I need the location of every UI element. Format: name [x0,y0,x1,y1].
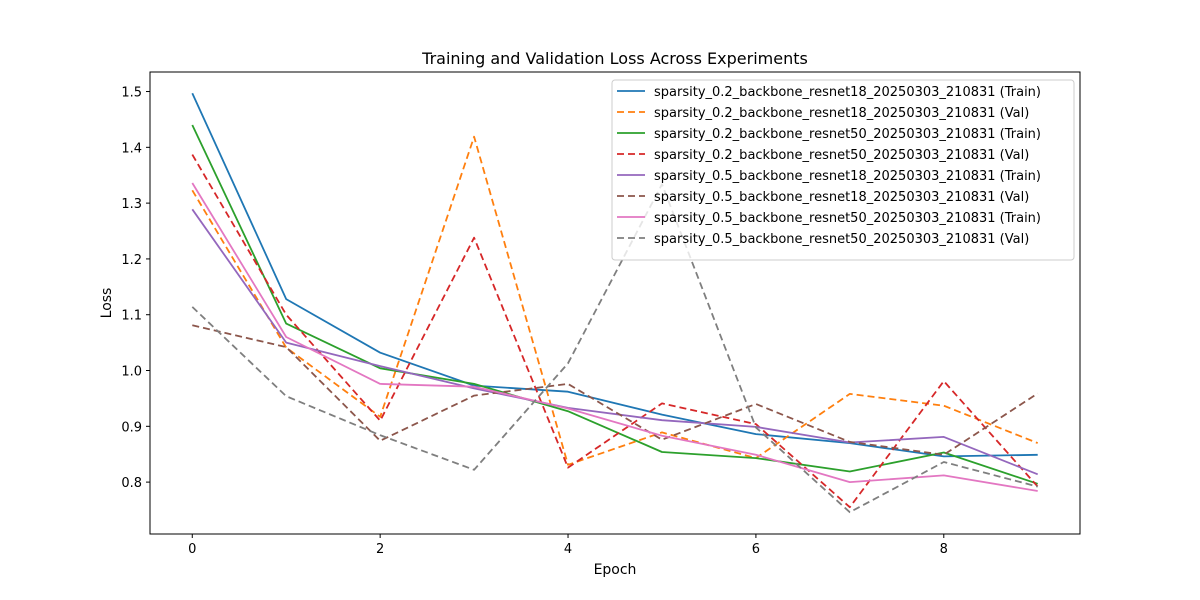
x-axis-label: Epoch [594,562,637,578]
legend-label: sparsity_0.2_backbone_resnet18_20250303_… [654,85,1041,100]
series-line-4 [191,208,1039,476]
x-tick-label: 4 [564,542,572,557]
axis-ticks: 0 2 4 6 8 0.8 0.9 1.0 1.1 1.2 1.3 1.4 1.5 [121,86,948,557]
chart-title: Training and Validation Loss Across Expe… [421,49,808,68]
x-tick-label: 0 [188,542,196,557]
y-tick-label: 1.3 [121,197,142,212]
legend-label: sparsity_0.2_backbone_resnet50_20250303_… [654,127,1041,142]
plot-frame [149,71,1081,535]
series-line-3 [191,154,1039,509]
legend-label: sparsity_0.2_backbone_resnet50_20250303_… [654,148,1029,163]
series-line-0 [191,92,1038,458]
legend-label: sparsity_0.5_backbone_resnet18_20250303_… [654,190,1029,205]
legend-label: sparsity_0.5_backbone_resnet50_20250303_… [654,232,1029,247]
legend: sparsity_0.2_backbone_resnet18_20250303_… [611,79,1075,261]
y-tick-label: 1.0 [121,365,142,380]
legend-label: sparsity_0.2_backbone_resnet18_20250303_… [654,106,1029,121]
y-tick-label: 0.9 [121,420,142,435]
series-line-7 [191,183,1038,514]
y-tick-label: 1.1 [121,309,142,324]
y-tick-label: 1.4 [121,141,142,156]
series-line-2 [191,124,1038,485]
x-tick-label: 2 [376,542,384,557]
series-line-6 [191,182,1038,492]
x-tick-label: 8 [940,542,948,557]
y-axis-label: Loss [99,288,115,319]
series-line-5 [192,324,1039,456]
legend-label: sparsity_0.5_backbone_resnet50_20250303_… [654,211,1041,226]
y-tick-label: 0.8 [121,476,142,491]
series-lines [191,92,1039,514]
y-tick-label: 1.5 [121,86,142,101]
legend-box [611,79,1075,261]
y-tick-label: 1.2 [121,253,142,268]
x-tick-label: 6 [752,542,760,557]
legend-label: sparsity_0.5_backbone_resnet18_20250303_… [654,169,1041,184]
